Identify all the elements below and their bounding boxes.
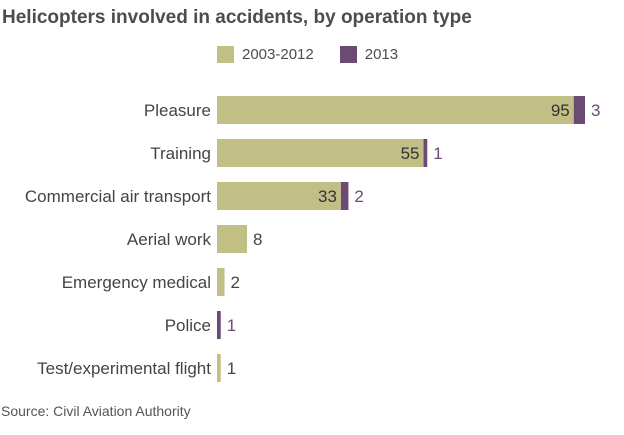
category-label-test-experimental-flight: Test/experimental flight [37, 359, 211, 378]
bar-2003-2012-emergency-medical [217, 268, 225, 296]
bar-2003-2012-aerial-work [217, 225, 248, 253]
bar-2003-2012-test-experimental-flight [217, 354, 221, 382]
category-label-commercial-air-transport: Commercial air transport [25, 187, 211, 206]
legend-label-2013: 2013 [364, 46, 399, 63]
bar-2003-2012-commercial-air-transport [217, 182, 341, 210]
legend: 2003-2012 2013 [217, 46, 424, 63]
value-label-2003-2012-training: 55 [401, 144, 420, 163]
value-label-2013-pleasure: 3 [591, 101, 600, 120]
value-label-2003-2012-pleasure: 95 [551, 101, 570, 120]
value-label-2003-2012-emergency-medical: 2 [231, 273, 240, 292]
bar-chart: Pleasure 95 3 Training 55 1 Commercial air tra… [25, 96, 600, 382]
chart-title: Helicopters involved in accidents, by op… [2, 7, 472, 28]
value-label-2003-2012-commercial-air-transport: 33 [318, 187, 337, 206]
bar-2013-commercial-air-transport [340, 182, 349, 210]
bar-2003-2012-training [217, 139, 424, 167]
bar-2013-training [423, 139, 428, 167]
category-label-training: Training [150, 144, 211, 163]
value-label-2013-police: 1 [227, 316, 236, 335]
bar-2003-2012-pleasure [217, 96, 574, 124]
legend-item-2013: 2013 [339, 46, 399, 63]
legend-swatch-2003-2012 [217, 46, 234, 63]
legend-item-2003-2012: 2003-2012 [217, 46, 314, 63]
category-label-emergency-medical: Emergency medical [62, 273, 211, 292]
value-label-2003-2012-test-experimental-flight: 1 [227, 359, 236, 378]
bar-2013-pleasure [573, 96, 585, 124]
source-note: Source: Civil Aviation Authority [1, 403, 191, 419]
value-label-2013-commercial-air-transport: 2 [354, 187, 363, 206]
legend-label-2003-2012: 2003-2012 [242, 46, 314, 63]
category-label-police: Police [165, 316, 211, 335]
category-label-aerial-work: Aerial work [127, 230, 212, 249]
value-label-2003-2012-aerial-work: 8 [253, 230, 262, 249]
bar-2013-police [217, 311, 221, 339]
value-label-2013-training: 1 [433, 144, 442, 163]
category-label-pleasure: Pleasure [144, 101, 211, 120]
legend-swatch-2013 [339, 46, 357, 63]
